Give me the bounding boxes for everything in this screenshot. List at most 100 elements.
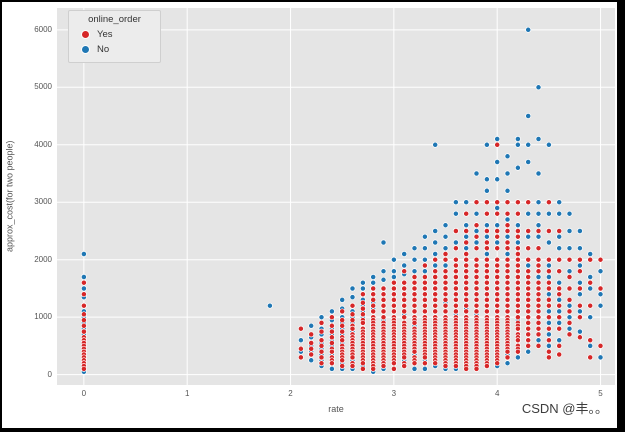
scatter-point-yes [514,210,521,217]
scatter-point-yes [411,291,418,298]
scatter-point-no [421,245,428,252]
scatter-point-yes [556,302,563,309]
scatter-point-no [328,365,335,372]
scatter-point-no [359,285,366,292]
scatter-point-yes [587,302,594,309]
scatter-point-yes [514,291,521,298]
scatter-point-no [442,262,449,269]
scatter-point-yes [504,256,511,263]
scatter-point-yes [370,285,377,292]
scatter-point-no [266,302,273,309]
scatter-point-yes [401,268,408,275]
scatter-point-yes [494,268,501,275]
scatter-point-yes [297,354,304,361]
legend-label-no: No [97,44,110,55]
scatter-point-yes [494,245,501,252]
scatter-point-no [80,285,87,292]
scatter-point-no [514,239,521,246]
scatter-point-yes [525,228,532,234]
scatter-point-yes [514,337,521,344]
scatter-point-no [370,279,377,286]
scatter-point-no [483,222,490,229]
scatter-point-yes [359,360,366,367]
scatter-point-yes [432,360,439,367]
scatter-point-yes [380,296,387,303]
scatter-point-yes [545,314,552,321]
scatter-point-yes [504,291,511,298]
scatter-point-no [587,274,594,280]
scatter-point-yes [494,233,501,240]
scatter-point-no [525,233,532,240]
scatter-point-yes [432,256,439,263]
scatter-point-yes [525,308,532,315]
scatter-point-no [473,239,480,246]
scatter-point-yes [545,228,552,234]
scatter-point-no [421,233,428,240]
scatter-point-yes [514,256,521,263]
scatter-point-yes [525,314,532,321]
figure: online_order Yes No 0 1 2 3 4 5 0 1000 2000 3000… [2,2,617,428]
scatter-point-yes [463,279,470,286]
scatter-point-no [442,245,449,252]
scatter-point-yes [80,328,87,335]
scatter-point-no [483,141,490,148]
scatter-point-no [566,228,573,234]
scatter-point-yes [452,256,459,263]
scatter-point-yes [483,256,490,263]
scatter-point-yes [390,296,397,303]
scatter-point-yes [308,345,315,352]
scatter-point-yes [452,296,459,303]
scatter-point-no [473,228,480,234]
scatter-point-yes [535,331,542,338]
scatter-point-yes [421,274,428,280]
scatter-point-yes [359,319,366,326]
scatter-point-yes [566,331,573,338]
scatter-point-yes [380,291,387,298]
scatter-point-no [421,268,428,275]
scatter-point-yes [494,210,501,217]
scatter-point-yes [442,308,449,315]
scatter-point-yes [297,325,304,332]
scatter-point-yes [514,314,521,321]
scatter-point-yes [504,262,511,269]
scatter-point-yes [545,268,552,275]
scatter-point-no [545,331,552,338]
scatter-point-no [587,251,594,257]
scatter-point-no [401,262,408,269]
scatter-point-yes [483,291,490,298]
scatter-point-yes [545,279,552,286]
scatter-point-yes [473,279,480,286]
scatter-point-yes [514,228,521,234]
scatter-point-yes [473,274,480,280]
scatter-point-yes [380,285,387,292]
scatter-point-yes [494,291,501,298]
scatter-point-yes [380,302,387,309]
scatter-point-yes [545,348,552,355]
scatter-point-yes [514,296,521,303]
scatter-point-yes [349,317,356,324]
scatter-point-yes [442,363,449,369]
scatter-point-no [535,210,542,217]
scatter-point-yes [80,317,87,324]
scatter-point-yes [514,308,521,315]
scatter-point-yes [411,308,418,315]
scatter-point-no [545,319,552,326]
scatter-point-yes [556,314,563,321]
scatter-point-no [576,228,583,234]
scatter-point-yes [349,354,356,361]
scatter-point-yes [504,274,511,280]
scatter-point-yes [525,291,532,298]
scatter-point-no [576,262,583,269]
scatter-point-yes [514,199,521,206]
scatter-point-yes [473,222,480,229]
scatter-point-yes [483,363,490,369]
scatter-point-yes [432,302,439,309]
scatter-point-yes [359,299,366,306]
scatter-point-yes [452,228,459,234]
scatter-point-yes [535,228,542,234]
scatter-point-yes [504,199,511,206]
scatter-point-yes [370,291,377,298]
scatter-point-yes [473,296,480,303]
scatter-point-yes [380,314,387,321]
scatter-point-yes [432,285,439,292]
